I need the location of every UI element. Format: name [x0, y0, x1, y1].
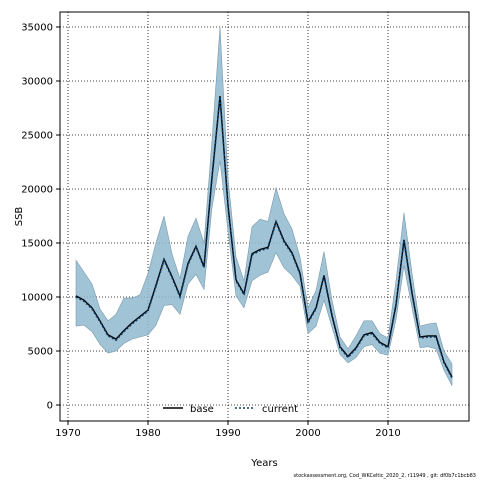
legend-label-current: current [262, 404, 298, 415]
y-axis-label: SSB [14, 207, 25, 227]
y-tick-label-15000: 15000 [21, 239, 53, 250]
confidence-band [75, 26, 453, 386]
x-tick-label-1990: 1990 [215, 428, 240, 439]
plot-frame [59, 11, 470, 422]
source-caption: stockassessment.org, Cod_WKCeltic_2020_2… [293, 473, 477, 479]
x-axis-label: Years [250, 458, 277, 469]
legend: base current [163, 404, 298, 415]
y-tick-label-0: 0 [47, 401, 53, 412]
series-line-base [75, 96, 453, 378]
series-line-current [75, 97, 453, 379]
x-axis: 1970 1980 1990 2000 2010 [55, 421, 401, 439]
y-axis: 0 5000 10000 15000 20000 25000 30000 35000 [21, 23, 60, 412]
y-tick-label-25000: 25000 [21, 131, 53, 142]
y-tick-label-35000: 35000 [21, 23, 53, 34]
x-tick-label-1980: 1980 [135, 428, 160, 439]
y-tick-label-10000: 10000 [21, 293, 53, 304]
legend-label-base: base [190, 404, 214, 415]
y-tick-label-30000: 30000 [21, 77, 53, 88]
grid-lines [60, 12, 469, 421]
y-tick-label-5000: 5000 [28, 347, 53, 358]
x-tick-label-1970: 1970 [55, 428, 80, 439]
x-tick-label-2000: 2000 [295, 428, 320, 439]
x-tick-label-2010: 2010 [375, 428, 400, 439]
y-tick-label-20000: 20000 [21, 185, 53, 196]
